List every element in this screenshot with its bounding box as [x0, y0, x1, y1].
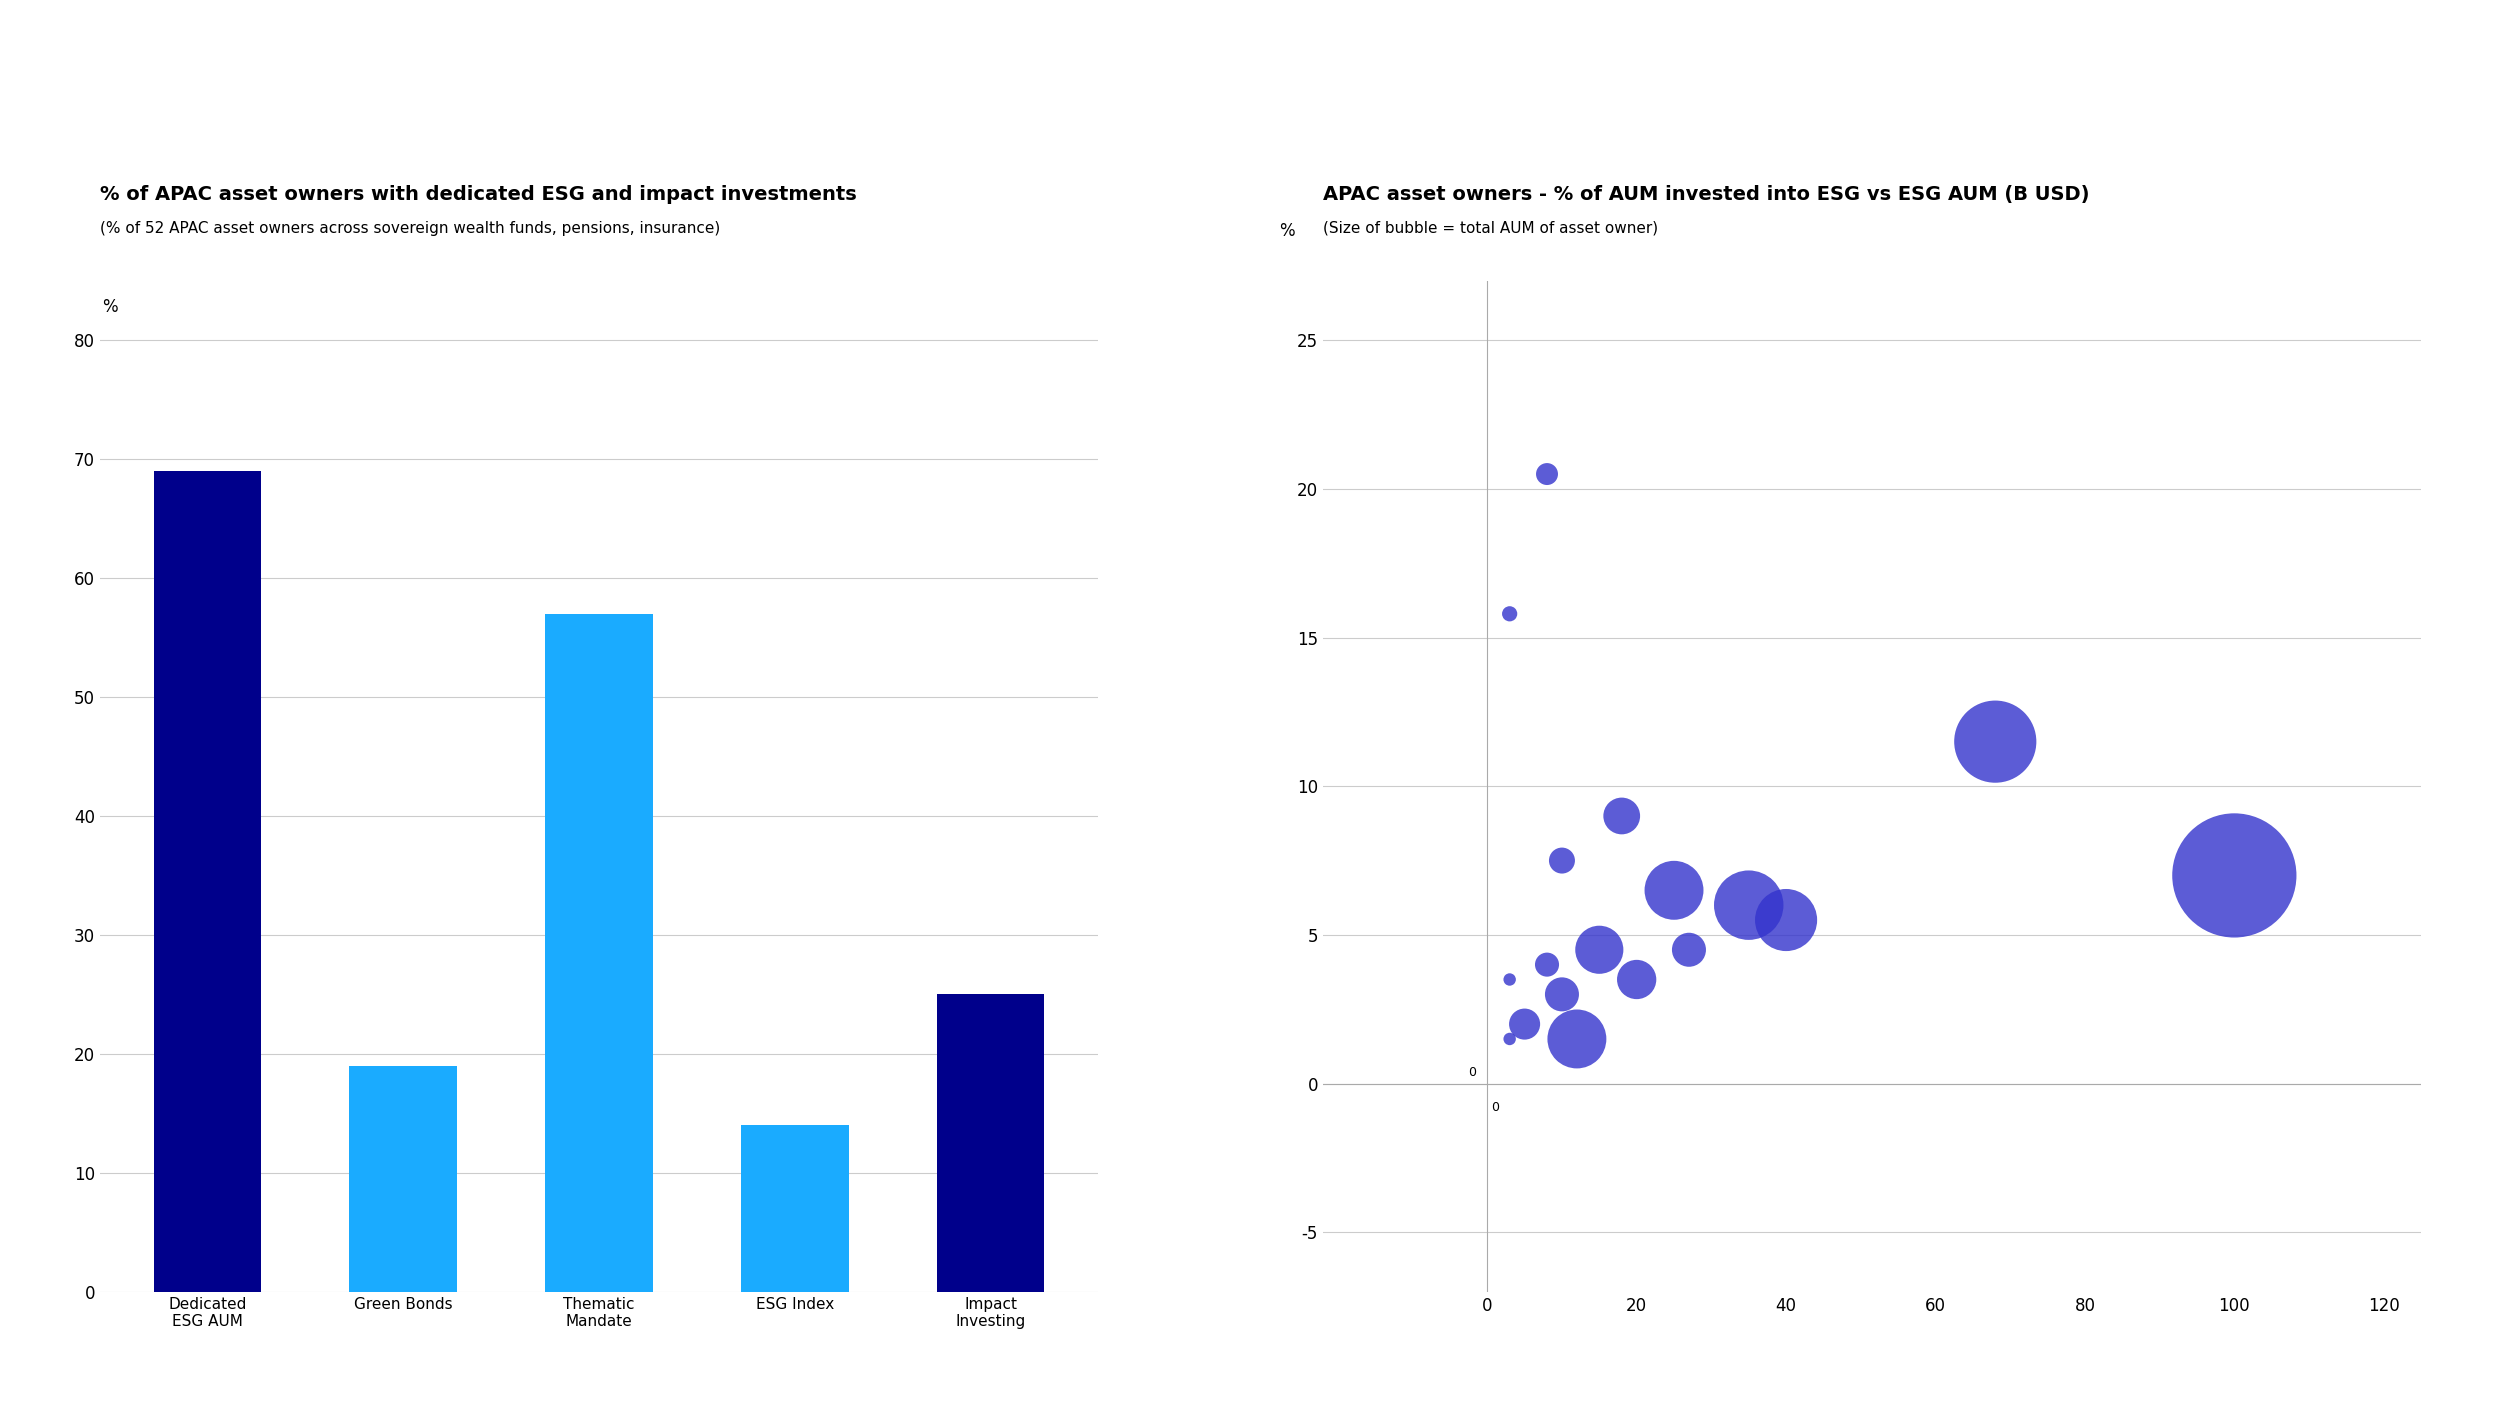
Text: %: %	[102, 299, 117, 316]
Point	[2214, 865, 2254, 887]
Point	[1602, 804, 1642, 827]
Point	[1730, 894, 1770, 917]
Bar	[155, 472, 262, 1292]
Point	[1580, 938, 1620, 960]
Point	[1528, 953, 1567, 976]
Point	[1543, 983, 1582, 1005]
Point	[1655, 879, 1695, 901]
Bar	[349, 1066, 457, 1292]
Point	[1528, 463, 1567, 486]
Point	[1767, 908, 1807, 931]
Text: 0: 0	[1468, 1066, 1475, 1080]
Bar	[936, 994, 1043, 1292]
Point	[1490, 969, 1530, 991]
Point	[1558, 1028, 1597, 1050]
Point	[1490, 602, 1530, 625]
Point	[1974, 730, 2014, 753]
Text: 0: 0	[1490, 1101, 1500, 1115]
Text: % of APAC asset owners with dedicated ESG and impact investments: % of APAC asset owners with dedicated ES…	[100, 184, 856, 204]
Point	[1670, 938, 1710, 960]
Point	[1543, 849, 1582, 872]
Bar	[544, 614, 654, 1292]
Text: %: %	[1278, 222, 1295, 240]
Point	[1617, 969, 1657, 991]
Bar	[741, 1125, 849, 1292]
Point	[1490, 1028, 1530, 1050]
Text: (% of 52 APAC asset owners across sovereign wealth funds, pensions, insurance): (% of 52 APAC asset owners across sovere…	[100, 220, 719, 236]
Text: APAC asset owners - % of AUM invested into ESG vs ESG AUM (B USD): APAC asset owners - % of AUM invested in…	[1323, 184, 2089, 204]
Text: (Size of bubble = total AUM of asset owner): (Size of bubble = total AUM of asset own…	[1323, 220, 1657, 236]
Point	[1505, 1012, 1545, 1035]
